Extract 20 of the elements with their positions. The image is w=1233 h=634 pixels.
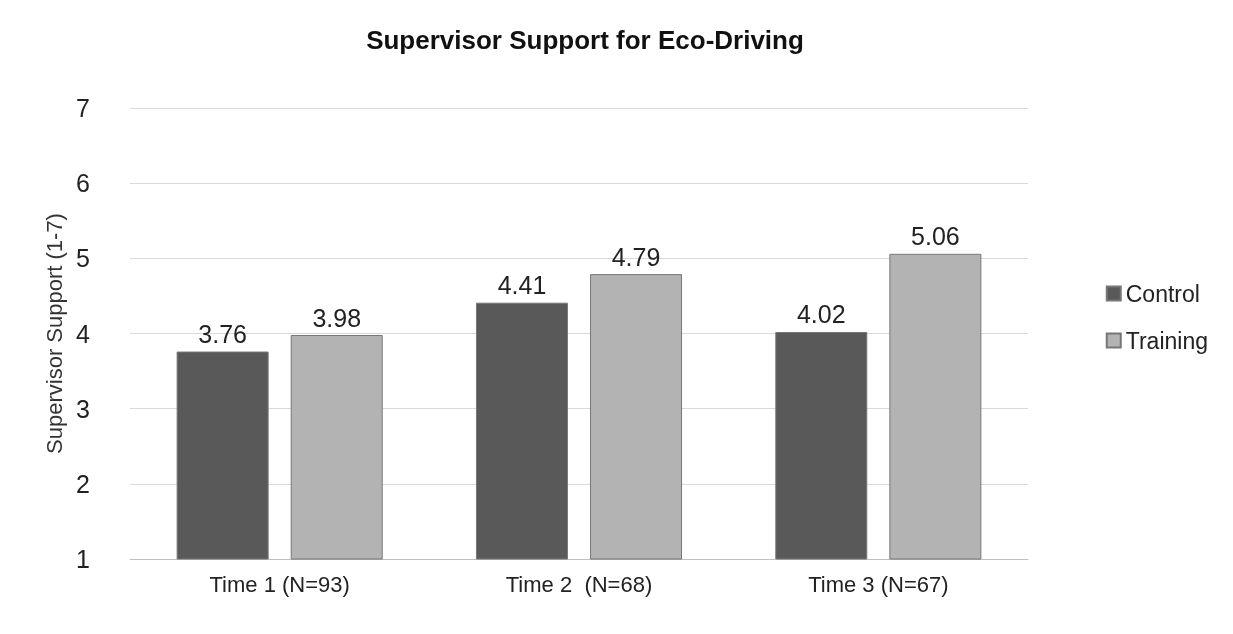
y-tick-label: 4	[76, 319, 91, 348]
y-tick-label: 6	[76, 169, 90, 198]
x-tick-label: Time 3 (N=67)	[808, 571, 949, 597]
data-label: 4.41	[497, 271, 547, 300]
legend-label: Control	[1125, 280, 1200, 307]
data-label: 4.79	[611, 242, 661, 271]
y-tick-label: 2	[76, 469, 90, 498]
data-label: 4.02	[796, 300, 846, 329]
data-label: 3.98	[312, 303, 362, 332]
y-tick-label: 1	[76, 545, 90, 573]
y-tick-label: 7	[76, 94, 90, 122]
data-label: 5.06	[911, 222, 960, 251]
x-tick-label: Time 1 (N=93)	[209, 571, 350, 597]
legend-label: Training	[1125, 327, 1209, 354]
x-tick-label: Time 2 (N=68)	[505, 571, 653, 597]
y-axis-title: Supervisor Support (1-7)	[41, 213, 67, 454]
y-tick-label: 3	[76, 394, 90, 423]
y-tick-label: 5	[76, 244, 90, 273]
chart-title: Supervisor Support for Eco-Driving	[366, 25, 804, 55]
data-label: 3.76	[198, 320, 247, 349]
